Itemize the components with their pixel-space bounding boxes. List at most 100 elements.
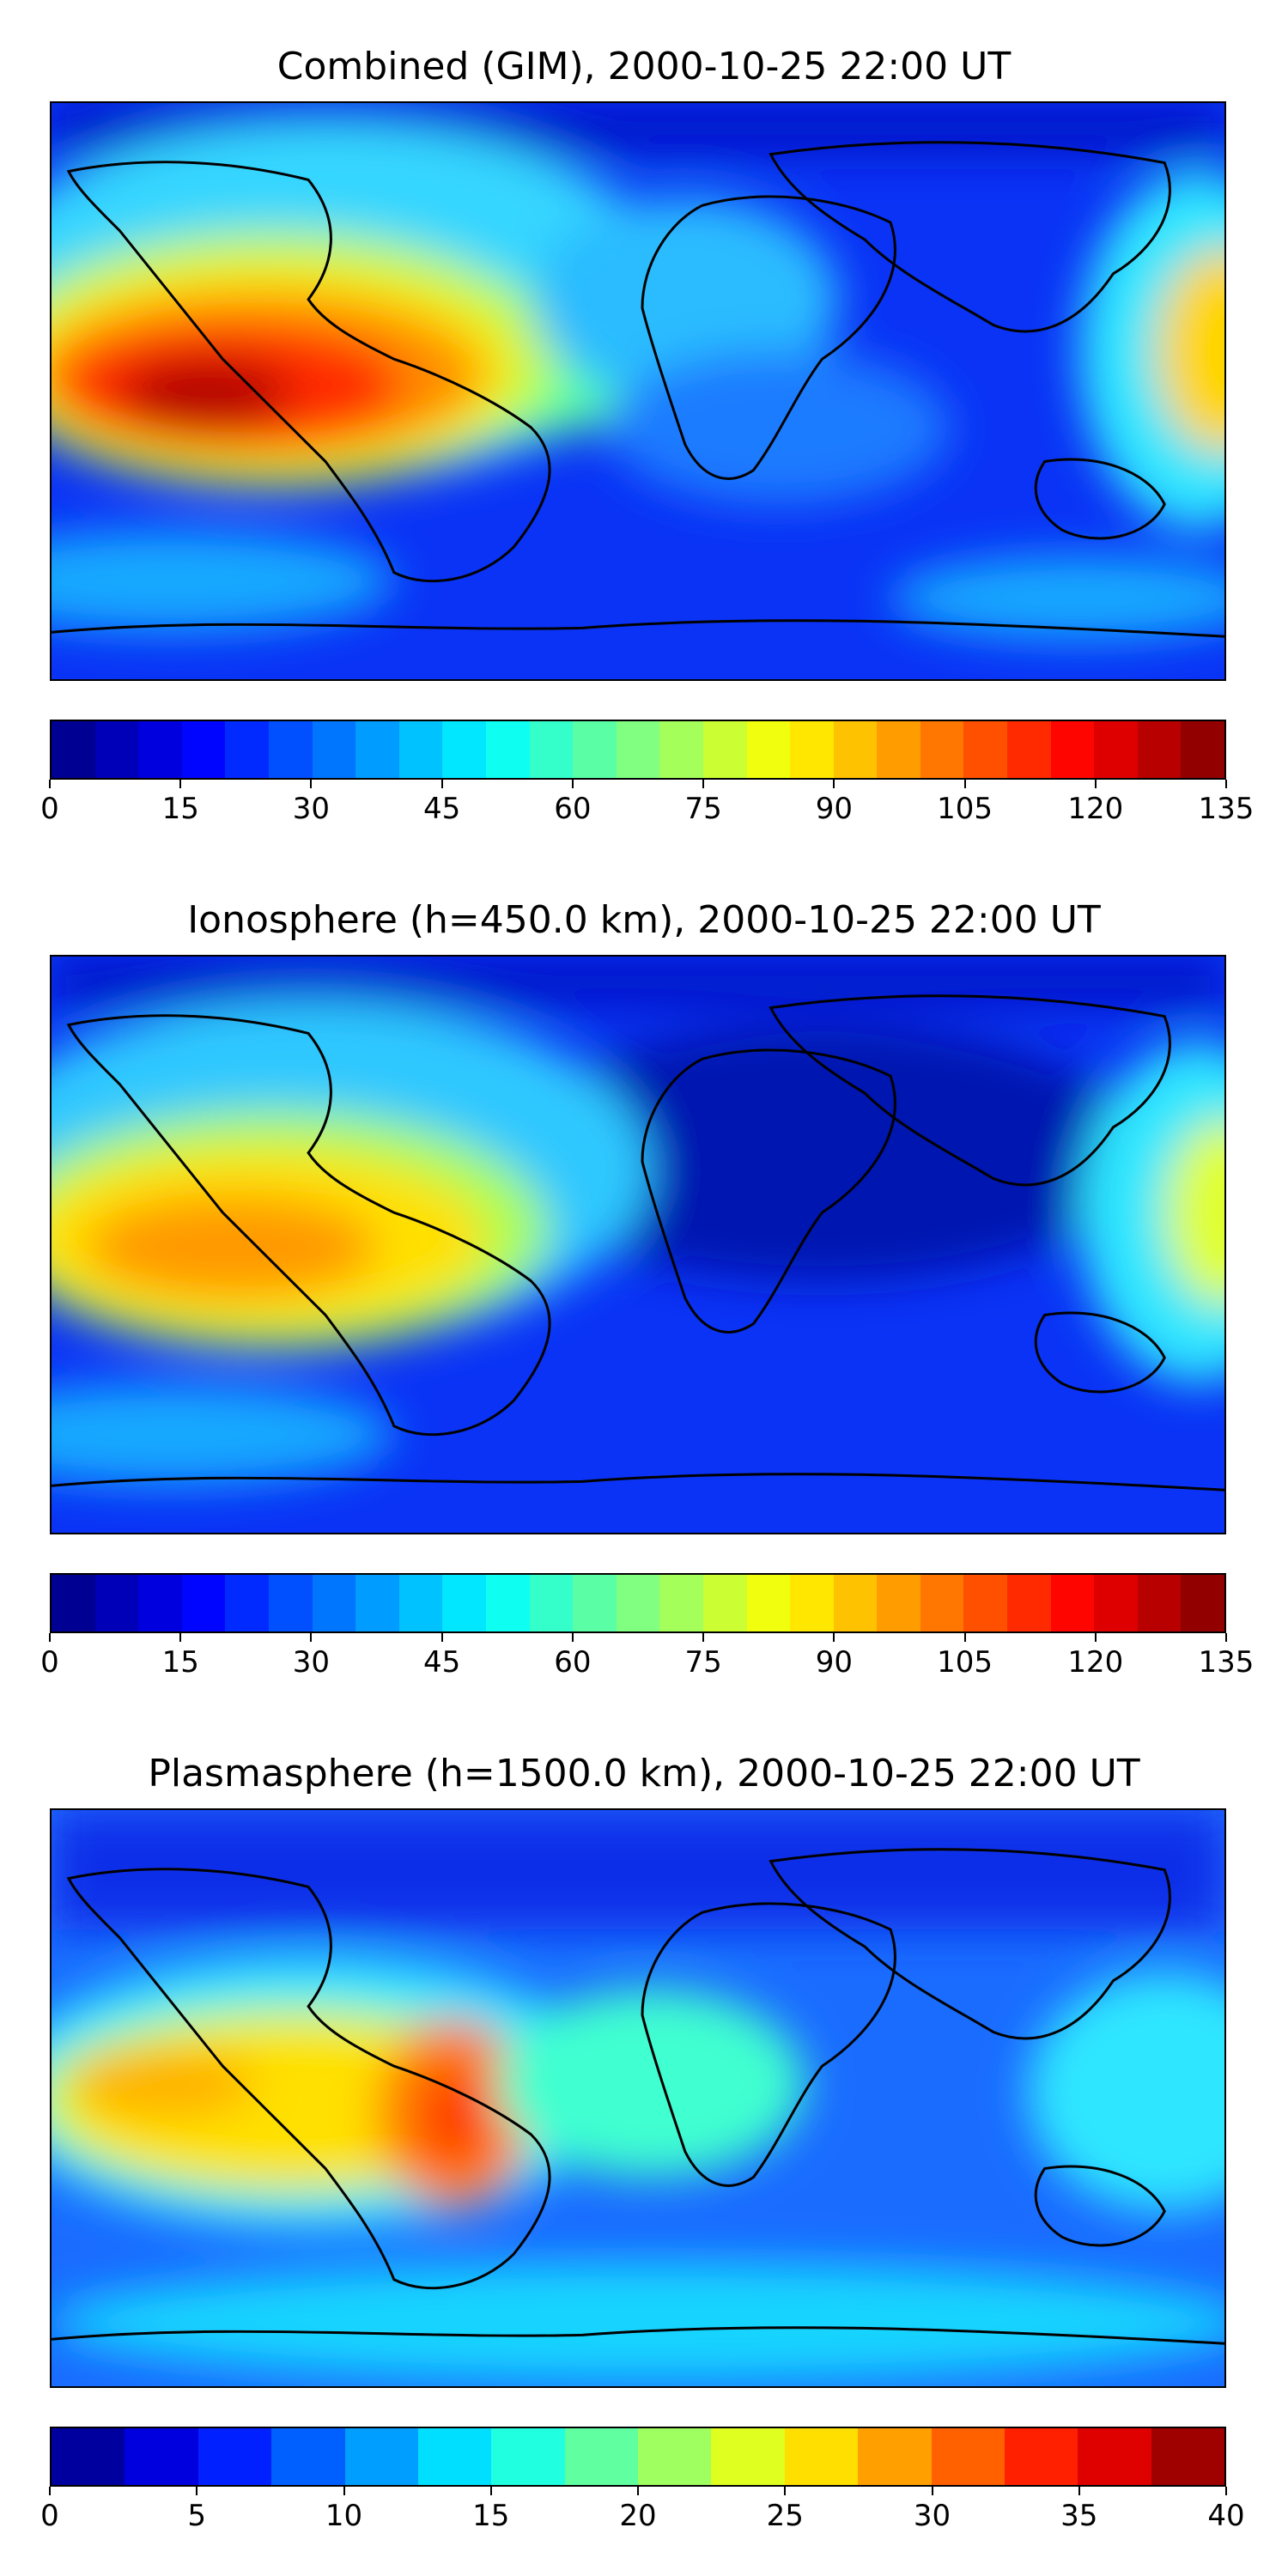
colorbar-tick-label: 75 [684, 792, 722, 826]
colorbar-segment [1181, 721, 1225, 778]
colorbar-segment [355, 721, 399, 778]
colorbar-segment [573, 1575, 617, 1631]
colorbar-tick-mark [196, 2487, 198, 2495]
colorbar-segment [616, 721, 660, 778]
colorbar-tick-label: 15 [161, 1645, 199, 1680]
colorbar-segment [616, 1575, 660, 1631]
colorbar-tick-label: 45 [423, 792, 461, 826]
colorbar-segment [858, 2428, 932, 2485]
colorbar-ticks-ionosphere: 0 15 30 45 60 75 90 105 120 135 [40, 1633, 1254, 1680]
colorbar-tick-mark [1094, 1633, 1097, 1642]
panel-title: Ionosphere (h=450.0 km), 2000-10-25 22:0… [187, 898, 1101, 942]
colorbar-tick-mark [1225, 1633, 1227, 1642]
colorbar-tick-mark [1094, 780, 1097, 788]
colorbar-tick-mark [179, 780, 182, 788]
colorbar-tick-mark [702, 780, 705, 788]
colorbar-segment [833, 1575, 878, 1631]
colorbar-tick-mark [1225, 2487, 1227, 2495]
colorbar-segment [268, 721, 313, 778]
colorbar-segment [784, 2428, 859, 2485]
colorbar-segment [1151, 2428, 1224, 2485]
colorbar-tick-label: 30 [292, 1645, 331, 1680]
colorbar-segment [52, 721, 95, 778]
tec-map-ionosphere [50, 955, 1226, 1534]
colorbar-tick-mark [1078, 2487, 1080, 2495]
colorbar-combined [50, 720, 1226, 780]
colorbar-tick-label: 60 [554, 1645, 592, 1680]
colorbar-segment [94, 721, 139, 778]
colorbar-tick-label: 10 [325, 2499, 363, 2533]
colorbar-segment [268, 1575, 313, 1631]
colorbar-tick-mark [440, 780, 443, 788]
colorbar-segment [529, 1575, 574, 1631]
colorbar-segment [638, 2428, 712, 2485]
colorbar-tick-label: 90 [815, 1645, 853, 1680]
colorbar-segment [711, 2428, 785, 2485]
colorbar-tick-mark [179, 1633, 182, 1642]
colorbar-segment [920, 721, 964, 778]
colorbar-tick-label: 60 [554, 792, 592, 826]
colorbar-segment [138, 721, 182, 778]
colorbar-tick-label: 135 [1198, 1645, 1255, 1680]
colorbar-segment [920, 1575, 964, 1631]
colorbar-segment [1094, 721, 1138, 778]
colorbar-segment [790, 721, 834, 778]
colorbar-segment [1050, 721, 1095, 778]
colorbar-tick-label: 105 [937, 1645, 993, 1680]
colorbar-segment [659, 1575, 703, 1631]
colorbar-segment [485, 721, 530, 778]
colorbar-tick-mark [784, 2487, 787, 2495]
colorbar-segment [1004, 2428, 1078, 2485]
colorbar-segment [1181, 1575, 1225, 1631]
colorbar-segment [1007, 721, 1051, 778]
colorbar-segment [746, 721, 791, 778]
colorbar-tick-mark [571, 1633, 574, 1642]
colorbar-tick-mark [49, 780, 51, 788]
colorbar-segment [491, 2428, 565, 2485]
colorbar-segment [398, 1575, 443, 1631]
colorbar-segment [877, 721, 920, 778]
colorbar-segment [1078, 2428, 1151, 2485]
colorbar-segment [355, 1575, 399, 1631]
colorbar-segment [442, 721, 486, 778]
colorbar-segment [52, 1575, 95, 1631]
colorbar-tick-mark [1225, 780, 1227, 788]
colorbar-tick-label: 135 [1198, 792, 1255, 826]
colorbar-ticks-combined: 0 15 30 45 60 75 90 105 120 135 [40, 780, 1254, 826]
colorbar-segment [312, 1575, 356, 1631]
colorbar-tick-label: 25 [766, 2499, 804, 2533]
colorbar-tick-label: 45 [423, 1645, 461, 1680]
colorbar-segment [125, 2428, 198, 2485]
panel-title: Plasmasphere (h=1500.0 km), 2000-10-25 2… [148, 1752, 1140, 1795]
colorbar-tick-label: 30 [913, 2499, 951, 2533]
colorbar-tick-mark [963, 780, 966, 788]
colorbar-tick-mark [571, 780, 574, 788]
colorbar-tick-label: 75 [684, 1645, 722, 1680]
colorbar-segment [225, 1575, 269, 1631]
colorbar-tick-label: 20 [619, 2499, 657, 2533]
colorbar-tick-label: 40 [1207, 2499, 1245, 2533]
colorbar-tick-label: 15 [472, 2499, 510, 2533]
colorbar-tick-mark [49, 2487, 51, 2495]
colorbar-segment [442, 1575, 486, 1631]
colorbar-tick-label: 120 [1067, 1645, 1124, 1680]
colorbar-tick-mark [343, 2487, 345, 2495]
panel-title: Combined (GIM), 2000-10-25 22:00 UT [276, 45, 1012, 88]
colorbar-segment [1007, 1575, 1051, 1631]
colorbar-segment [963, 721, 1008, 778]
colorbar-tick-label: 105 [937, 792, 993, 826]
colorbar-segment [225, 721, 269, 778]
colorbar-tick-label: 0 [40, 792, 59, 826]
colorbar-segment [564, 2428, 638, 2485]
colorbar-tick-label: 30 [292, 792, 331, 826]
colorbar-tick-label: 0 [40, 1645, 59, 1680]
colorbar-tick-label: 0 [40, 2499, 59, 2533]
colorbar-tick-mark [702, 1633, 705, 1642]
colorbar-tick-label: 15 [161, 792, 199, 826]
colorbar-ionosphere [50, 1573, 1226, 1633]
colorbar-segment [963, 1575, 1008, 1631]
colorbar-segment [181, 1575, 226, 1631]
colorbar-segment [1094, 1575, 1138, 1631]
tec-map-combined [50, 101, 1226, 681]
colorbar-ticks-plasmasphere: 0 5 10 15 20 25 30 35 40 [40, 2487, 1245, 2533]
